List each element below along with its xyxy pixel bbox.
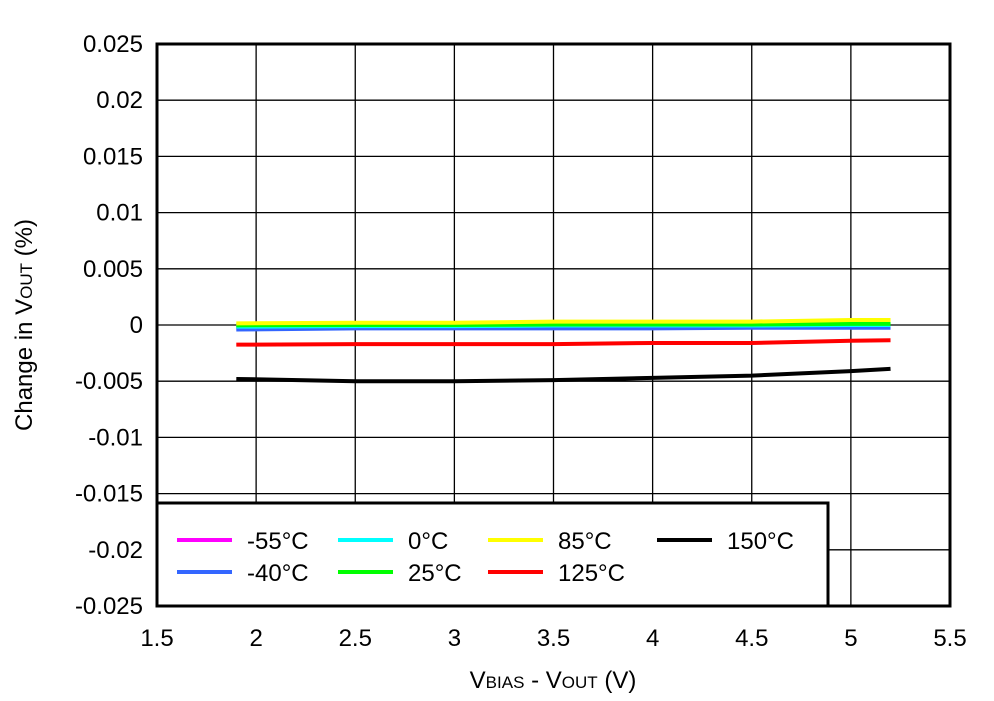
x-tick-label: 3.5 bbox=[537, 625, 570, 652]
series-line-150°C bbox=[236, 366, 891, 384]
x-tick-label: 4 bbox=[646, 625, 659, 652]
legend-item: 125°C bbox=[488, 560, 625, 587]
y-tick-label: 0.02 bbox=[96, 87, 143, 114]
legend: -55°C 0°C 85°C 150°C -40°C 25°C 125°C bbox=[155, 501, 830, 608]
y-tick-label: -0.015 bbox=[75, 481, 143, 508]
y-tick-label: -0.025 bbox=[75, 593, 143, 620]
y-tick-label: 0.01 bbox=[96, 200, 143, 227]
series-line-85°C bbox=[236, 317, 891, 326]
x-tick-label: 1.5 bbox=[140, 625, 173, 652]
y-axis-label: Change in VOUT (%) bbox=[11, 219, 38, 431]
legend-label: -55°C bbox=[247, 528, 309, 555]
y-tick-label: -0.02 bbox=[88, 537, 143, 564]
legend-item: 0°C bbox=[338, 528, 448, 555]
legend-label: 150°C bbox=[727, 528, 794, 555]
y-tick-labels: 0.025 0.02 0.015 0.01 0.005 0 -0.005 -0.01 -0.01… bbox=[75, 31, 143, 620]
y-tick-label: -0.005 bbox=[75, 368, 143, 395]
legend-item: -55°C bbox=[177, 528, 309, 555]
x-tick-label: 3 bbox=[448, 625, 461, 652]
legend-label: 25°C bbox=[408, 560, 462, 587]
x-tick-labels: 1.5 2 2.5 3 3.5 4 4.5 5 5.5 bbox=[140, 625, 966, 652]
grid bbox=[156, 43, 951, 607]
series-line-25°C bbox=[236, 321, 891, 328]
legend-item: 85°C bbox=[488, 528, 612, 555]
series-lines bbox=[236, 317, 891, 384]
legend-item: -40°C bbox=[177, 560, 309, 587]
legend-label: 0°C bbox=[408, 528, 448, 555]
legend-box bbox=[155, 501, 830, 608]
series-line-125°C bbox=[236, 338, 891, 347]
y-tick-label: -0.01 bbox=[88, 424, 143, 451]
x-tick-label: 4.5 bbox=[735, 625, 768, 652]
y-tick-label: 0.015 bbox=[83, 143, 143, 170]
y-tick-label: 0 bbox=[130, 312, 143, 339]
x-tick-label: 5.5 bbox=[933, 625, 966, 652]
x-tick-label: 2.5 bbox=[339, 625, 372, 652]
legend-label: -40°C bbox=[247, 560, 309, 587]
series-line--40°C bbox=[236, 325, 891, 332]
legend-item: 25°C bbox=[338, 560, 462, 587]
y-tick-label: 0.005 bbox=[83, 256, 143, 283]
x-tick-label: 5 bbox=[844, 625, 857, 652]
legend-label: 85°C bbox=[558, 528, 612, 555]
plot-frame bbox=[155, 42, 952, 608]
legend-item: 150°C bbox=[657, 528, 794, 555]
x-axis-label: VBIAS - VOUT (V) bbox=[470, 667, 637, 694]
legend-label: 125°C bbox=[558, 560, 625, 587]
y-tick-label: 0.025 bbox=[83, 31, 143, 58]
x-tick-label: 2 bbox=[249, 625, 262, 652]
